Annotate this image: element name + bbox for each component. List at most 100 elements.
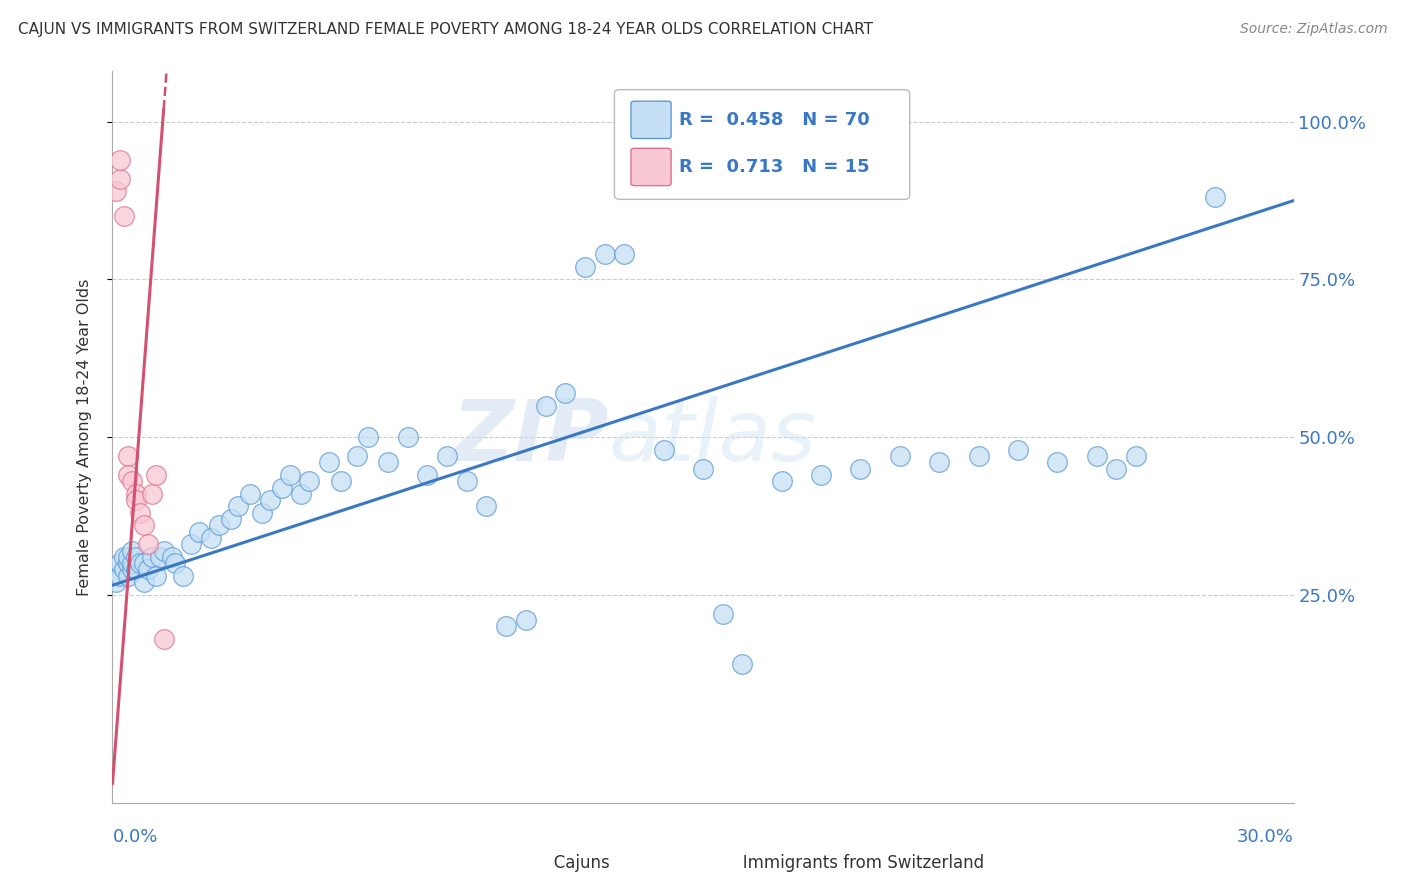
Point <box>110 556 132 570</box>
Point <box>110 569 132 583</box>
Point <box>593 247 616 261</box>
Point <box>121 543 143 558</box>
Text: 30.0%: 30.0% <box>1237 828 1294 846</box>
Point <box>117 549 139 564</box>
Text: Source: ZipAtlas.com: Source: ZipAtlas.com <box>1240 22 1388 37</box>
Point <box>165 556 187 570</box>
Text: Immigrants from Switzerland: Immigrants from Switzerland <box>727 854 984 872</box>
Point <box>456 474 478 488</box>
Point <box>250 506 273 520</box>
Point <box>928 455 950 469</box>
Point <box>117 449 139 463</box>
Point <box>416 467 439 482</box>
Point <box>515 613 537 627</box>
Point <box>132 575 155 590</box>
Point <box>121 562 143 576</box>
Point <box>711 607 734 621</box>
Point <box>136 562 159 576</box>
Point <box>270 481 292 495</box>
Text: R =  0.713   N = 15: R = 0.713 N = 15 <box>679 158 870 177</box>
Point <box>219 512 242 526</box>
Point <box>152 632 174 646</box>
Point <box>652 442 675 457</box>
Point <box>692 461 714 475</box>
Point <box>613 247 636 261</box>
Point <box>1105 461 1128 475</box>
Point <box>112 210 135 224</box>
Point <box>136 537 159 551</box>
Point <box>889 449 911 463</box>
Point <box>121 556 143 570</box>
FancyBboxPatch shape <box>631 101 671 138</box>
Point <box>475 500 498 514</box>
Point <box>188 524 211 539</box>
Point <box>377 455 399 469</box>
Point <box>357 430 380 444</box>
Point <box>129 556 152 570</box>
Text: 0.0%: 0.0% <box>112 828 157 846</box>
FancyBboxPatch shape <box>614 90 910 200</box>
Text: ZIP: ZIP <box>451 395 609 479</box>
Point <box>132 556 155 570</box>
Point <box>117 569 139 583</box>
Point <box>200 531 222 545</box>
Point <box>298 474 321 488</box>
Text: R =  0.458   N = 70: R = 0.458 N = 70 <box>679 112 870 129</box>
Point <box>172 569 194 583</box>
Point <box>121 474 143 488</box>
FancyBboxPatch shape <box>529 832 561 860</box>
Point <box>105 184 128 198</box>
Point <box>129 506 152 520</box>
Point <box>318 455 340 469</box>
Point <box>145 467 167 482</box>
Text: CAJUN VS IMMIGRANTS FROM SWITZERLAND FEMALE POVERTY AMONG 18-24 YEAR OLDS CORREL: CAJUN VS IMMIGRANTS FROM SWITZERLAND FEM… <box>18 22 873 37</box>
Point <box>132 518 155 533</box>
Point <box>145 569 167 583</box>
Point <box>141 549 163 564</box>
Text: Cajuns: Cajuns <box>537 854 609 872</box>
Point <box>180 537 202 551</box>
Point <box>1125 449 1147 463</box>
Point <box>228 500 250 514</box>
Point <box>574 260 596 274</box>
Point <box>125 562 148 576</box>
Point <box>239 487 262 501</box>
FancyBboxPatch shape <box>717 832 751 860</box>
Point <box>105 575 128 590</box>
Point <box>110 171 132 186</box>
Point <box>495 619 517 633</box>
Point <box>396 430 419 444</box>
Point <box>112 562 135 576</box>
Point <box>208 518 231 533</box>
Point <box>967 449 990 463</box>
Point <box>1046 455 1069 469</box>
Point <box>125 549 148 564</box>
Point <box>554 386 576 401</box>
Point <box>731 657 754 671</box>
Point <box>117 556 139 570</box>
Point <box>278 467 301 482</box>
Point <box>1007 442 1029 457</box>
Point <box>160 549 183 564</box>
Point <box>290 487 312 501</box>
Point <box>125 487 148 501</box>
Point <box>436 449 458 463</box>
Point <box>141 487 163 501</box>
Point <box>152 543 174 558</box>
Point <box>534 399 557 413</box>
Point <box>125 493 148 508</box>
Point <box>849 461 872 475</box>
FancyBboxPatch shape <box>631 148 671 186</box>
Point <box>1204 190 1226 204</box>
Point <box>770 474 793 488</box>
Point <box>1085 449 1108 463</box>
Point <box>112 549 135 564</box>
Point <box>117 467 139 482</box>
Point <box>329 474 352 488</box>
Point <box>259 493 281 508</box>
Point <box>810 467 832 482</box>
Y-axis label: Female Poverty Among 18-24 Year Olds: Female Poverty Among 18-24 Year Olds <box>77 278 91 596</box>
Point <box>149 549 172 564</box>
Text: atlas: atlas <box>609 395 817 479</box>
Point <box>110 153 132 167</box>
